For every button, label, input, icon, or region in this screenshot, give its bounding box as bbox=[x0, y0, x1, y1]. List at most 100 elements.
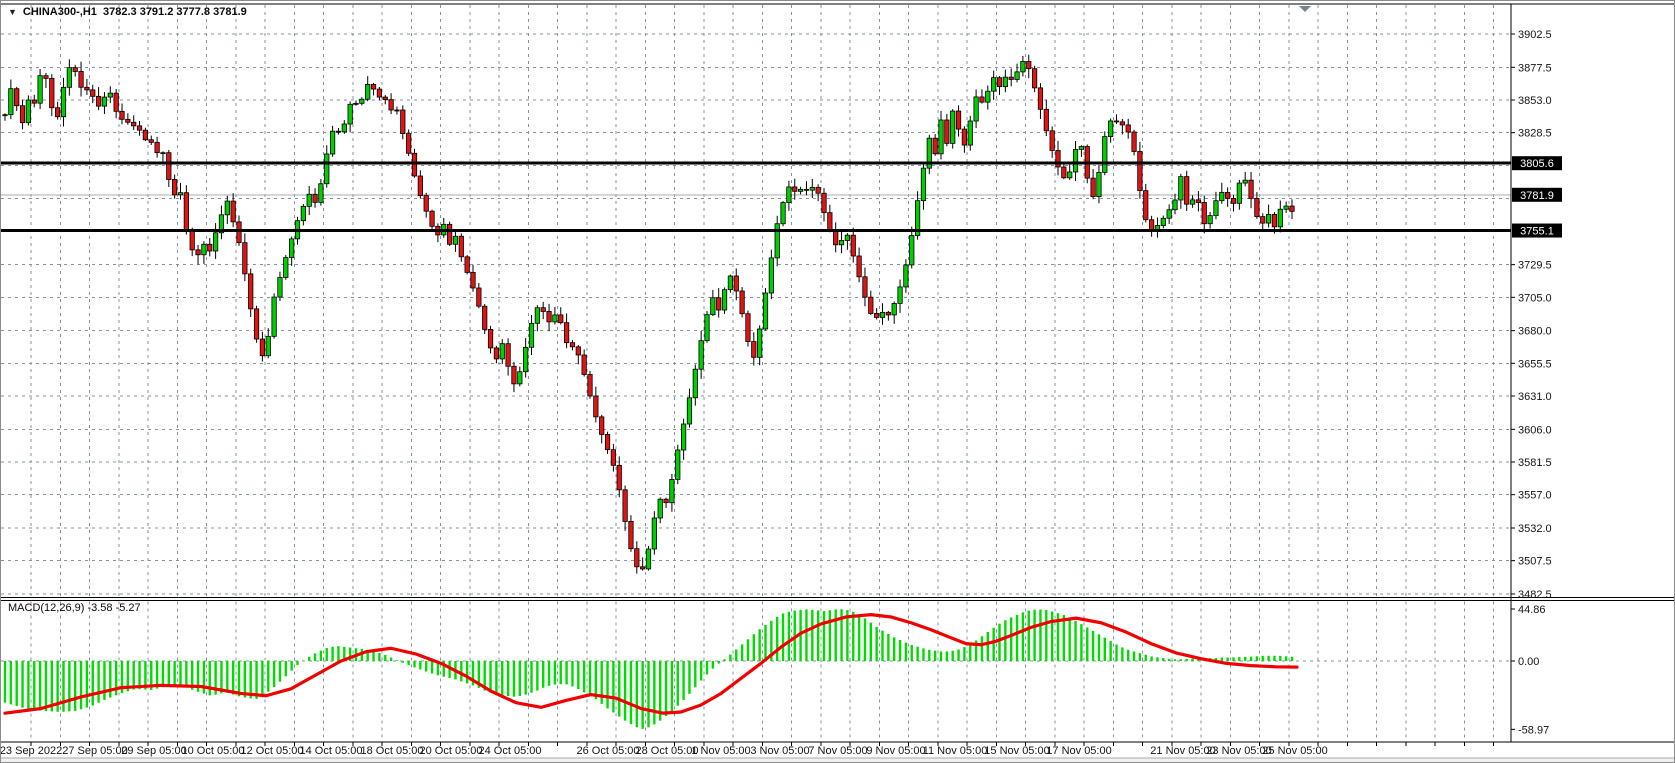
grid bbox=[1, 5, 1511, 741]
price-tick-label: 3655.5 bbox=[1518, 358, 1552, 370]
candle bbox=[675, 444, 681, 485]
candle bbox=[686, 388, 693, 428]
macd-tick-label: 0.00 bbox=[1518, 656, 1539, 668]
candle bbox=[499, 339, 505, 365]
candle bbox=[1113, 114, 1120, 124]
candle bbox=[739, 287, 745, 318]
candle bbox=[891, 301, 897, 324]
svg-text:3755.1: 3755.1 bbox=[1520, 226, 1554, 238]
candle bbox=[335, 127, 342, 135]
candle bbox=[376, 86, 383, 101]
time-tick-label: 21 Nov 05:00 bbox=[1150, 745, 1215, 757]
candle bbox=[289, 236, 295, 266]
candle bbox=[587, 370, 593, 399]
candle bbox=[540, 301, 546, 320]
candle bbox=[681, 418, 687, 460]
candle bbox=[125, 113, 131, 125]
candle bbox=[955, 105, 962, 137]
candle bbox=[938, 110, 944, 160]
candle bbox=[604, 431, 611, 454]
price-tick-label: 3853.0 bbox=[1518, 95, 1552, 107]
candle bbox=[476, 282, 482, 309]
candle bbox=[55, 101, 61, 120]
candle bbox=[306, 186, 312, 216]
candle bbox=[1125, 118, 1131, 139]
candle bbox=[640, 557, 646, 571]
time-tick-label: 15 Nov 05:00 bbox=[984, 745, 1049, 757]
candle bbox=[961, 126, 968, 153]
candle bbox=[1137, 141, 1143, 199]
candle bbox=[66, 59, 72, 96]
candle bbox=[897, 279, 903, 313]
candle bbox=[1090, 169, 1096, 200]
macd-indicator-label: MACD(12,26,9) -3.58 -5.27 bbox=[8, 602, 141, 614]
candle bbox=[926, 134, 932, 175]
time-tick-label: 20 Oct 05:00 bbox=[420, 745, 483, 757]
candle bbox=[757, 325, 763, 366]
candle bbox=[49, 74, 55, 117]
candle bbox=[31, 94, 37, 108]
candle bbox=[1289, 199, 1295, 219]
candle bbox=[534, 305, 540, 332]
candle bbox=[751, 332, 757, 366]
candle bbox=[43, 72, 49, 88]
candle bbox=[862, 267, 868, 307]
candle bbox=[312, 188, 318, 208]
candle bbox=[856, 247, 862, 283]
candle bbox=[1230, 194, 1237, 212]
price-axis[interactable]: 3902.5 3877.5 3853.0 3828.5 3729.5 3705.0 3680… bbox=[1511, 29, 1552, 736]
price-tick-label: 3680.0 bbox=[1518, 326, 1552, 338]
hline-price-label: 3805.6 bbox=[1512, 156, 1562, 171]
candle bbox=[645, 545, 652, 571]
time-tick-label: 9 Nov 05:00 bbox=[866, 745, 925, 757]
candle bbox=[464, 255, 470, 275]
candle bbox=[1248, 172, 1254, 209]
candle bbox=[78, 61, 84, 97]
candle bbox=[265, 328, 271, 359]
price-tick-label: 3877.5 bbox=[1518, 62, 1552, 74]
candle bbox=[177, 182, 184, 200]
candle bbox=[1213, 191, 1219, 220]
candle bbox=[242, 233, 248, 282]
candle bbox=[406, 129, 412, 157]
candle bbox=[628, 515, 634, 552]
price-tick-label: 3705.0 bbox=[1518, 292, 1552, 304]
time-tick-label: 26 Oct 05:00 bbox=[577, 745, 640, 757]
candle bbox=[107, 86, 113, 104]
price-tick-label: 3581.5 bbox=[1518, 457, 1552, 469]
candle bbox=[1195, 191, 1201, 212]
candle bbox=[716, 288, 722, 318]
candle bbox=[523, 338, 529, 378]
candle bbox=[528, 315, 535, 355]
candle bbox=[745, 310, 751, 347]
candle bbox=[417, 170, 423, 199]
candle bbox=[394, 106, 400, 115]
candle bbox=[651, 511, 657, 555]
candle bbox=[850, 227, 856, 263]
price-tick-label: 3631.0 bbox=[1518, 391, 1552, 403]
candle bbox=[879, 303, 886, 325]
candle bbox=[575, 345, 581, 365]
candle bbox=[1072, 141, 1079, 182]
candle bbox=[248, 268, 254, 317]
hline-price-label: 3755.1 bbox=[1512, 223, 1562, 238]
time-tick-label: 17 Nov 05:00 bbox=[1046, 745, 1111, 757]
chart-shift-marker-icon[interactable] bbox=[1299, 6, 1311, 12]
candle bbox=[634, 541, 640, 574]
candle bbox=[657, 497, 663, 524]
price-tick-label: 3507.5 bbox=[1518, 556, 1552, 568]
candle bbox=[1037, 83, 1044, 119]
candle bbox=[90, 84, 96, 104]
candle bbox=[517, 366, 523, 387]
candle bbox=[136, 120, 143, 136]
candle bbox=[19, 99, 26, 130]
candle bbox=[154, 136, 160, 158]
candle bbox=[593, 386, 599, 423]
candle bbox=[142, 127, 148, 142]
symbol-dropdown-icon[interactable]: ▼ bbox=[8, 7, 17, 17]
candle bbox=[429, 209, 435, 229]
